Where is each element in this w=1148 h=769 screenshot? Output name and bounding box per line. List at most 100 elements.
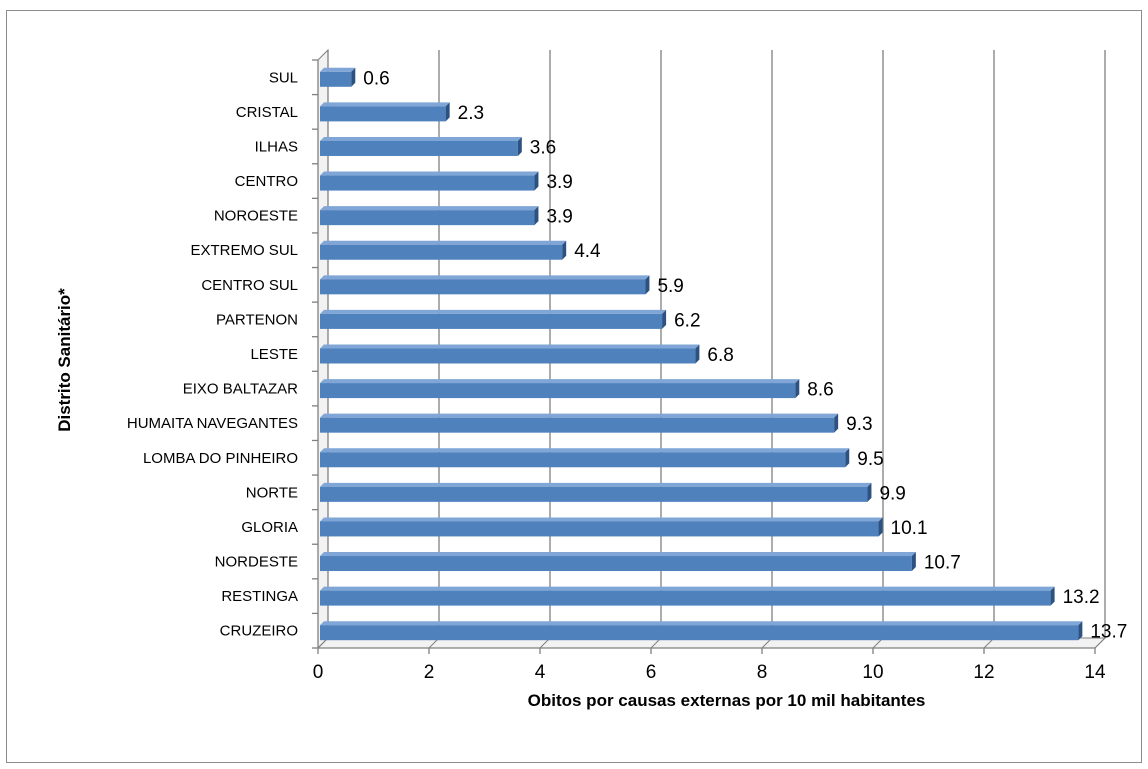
x-tick-label: 6: [646, 662, 657, 683]
category-labels: SUL CRISTAL ILHAS CENTRO NOROESTE EXTREMO SUL…: [127, 69, 298, 639]
category-label: CENTRO SUL: [201, 277, 298, 294]
category-label: LOMBA DO PINHEIRO: [143, 450, 298, 467]
bar: [320, 309, 667, 329]
x-tick-label: 0: [313, 662, 324, 683]
value-label: 10.7: [924, 553, 961, 574]
value-label: 3.9: [546, 207, 572, 228]
value-label: 3.9: [546, 172, 572, 193]
bar-end-face: [878, 517, 883, 537]
category-label: CRISTAL: [236, 104, 298, 121]
bar-front-face: [320, 417, 835, 433]
bar-end-face: [834, 413, 839, 433]
bar-end-face: [1078, 621, 1083, 641]
bar: [320, 136, 522, 156]
bar-end-face: [795, 379, 800, 399]
value-label: 13.2: [1063, 587, 1100, 608]
bar-top-face: [320, 482, 872, 487]
bar-front-face: [320, 452, 846, 468]
value-label: 2.3: [458, 103, 484, 124]
category-label: CENTRO: [235, 173, 298, 190]
value-labels: 0.62.33.63.93.94.45.96.26.88.69.39.59.91…: [363, 68, 1127, 642]
bar-top-face: [320, 413, 839, 418]
category-label: ILHAS: [255, 138, 298, 155]
bar: [320, 586, 1055, 606]
bar-end-face: [445, 102, 450, 122]
bar-end-face: [867, 482, 872, 502]
bar-top-face: [320, 206, 539, 211]
bar-top-face: [320, 621, 1083, 626]
value-label: 8.6: [807, 380, 833, 401]
x-tick-label: 8: [757, 662, 768, 683]
bar-front-face: [320, 279, 646, 295]
bar: [320, 240, 567, 260]
bar-top-face: [320, 171, 539, 176]
bar-top-face: [320, 136, 522, 141]
y-axis-title: Distrito Sanitário*: [55, 288, 74, 432]
bar: [320, 344, 700, 364]
bar-front-face: [320, 625, 1079, 641]
bar-top-face: [320, 275, 650, 280]
bar: [320, 206, 539, 226]
bar-front-face: [320, 313, 663, 329]
x-tick-label: 10: [862, 662, 883, 683]
bar-top-face: [320, 517, 883, 522]
bar-front-face: [320, 210, 535, 226]
category-label: EIXO BALTAZAR: [183, 381, 298, 398]
value-label: 6.2: [674, 310, 700, 331]
value-label: 0.6: [363, 68, 389, 89]
bar: [320, 621, 1083, 641]
bar: [320, 552, 916, 572]
bar-end-face: [845, 448, 850, 468]
bar-end-face: [645, 275, 650, 295]
bar: [320, 171, 539, 191]
bar-end-face: [534, 206, 539, 226]
bar: [320, 482, 872, 502]
bar-front-face: [320, 486, 868, 502]
category-label: NORDESTE: [215, 554, 298, 571]
value-label: 6.8: [707, 345, 733, 366]
bar: [320, 67, 356, 87]
bar-top-face: [320, 240, 567, 245]
bar-end-face: [662, 309, 667, 329]
category-label: SUL: [269, 69, 298, 86]
category-label: CRUZEIRO: [220, 623, 298, 640]
category-label: LESTE: [250, 346, 298, 363]
bar-top-face: [320, 67, 356, 72]
bar-front-face: [320, 140, 518, 156]
bar-front-face: [320, 348, 696, 364]
bar-front-face: [320, 383, 796, 399]
bar-top-face: [320, 552, 916, 557]
bar-end-face: [517, 136, 522, 156]
bar-front-face: [320, 521, 879, 537]
bar-top-face: [320, 379, 800, 384]
category-label: PARTENON: [216, 311, 298, 328]
bar: [320, 379, 800, 399]
bar-front-face: [320, 244, 563, 260]
x-tick-label: 4: [535, 662, 546, 683]
x-tick-label: 2: [424, 662, 435, 683]
value-label: 4.4: [574, 241, 601, 262]
bar-end-face: [695, 344, 700, 364]
value-label: 10.1: [891, 518, 928, 539]
bar-end-face: [351, 67, 356, 87]
bar-front-face: [320, 590, 1051, 606]
bar: [320, 448, 850, 468]
value-label: 5.9: [657, 276, 683, 297]
bar: [320, 102, 450, 122]
bar-top-face: [320, 448, 850, 453]
bar-top-face: [320, 586, 1055, 591]
value-label: 9.5: [857, 449, 883, 470]
x-tick-label: 14: [1084, 662, 1106, 683]
x-tick-labels: 0 2 4 6 8 10 12 14: [313, 662, 1106, 683]
bar-front-face: [320, 71, 352, 87]
bar-end-face: [1050, 586, 1055, 606]
bar: [320, 413, 839, 433]
value-label: 13.7: [1090, 622, 1127, 643]
bar-front-face: [320, 106, 446, 122]
value-label: 9.9: [879, 483, 905, 504]
bar-end-face: [534, 171, 539, 191]
category-label: RESTINGA: [221, 588, 298, 605]
bar-end-face: [562, 240, 567, 260]
x-axis-title: Obitos por causas externas por 10 mil ha…: [528, 691, 926, 710]
